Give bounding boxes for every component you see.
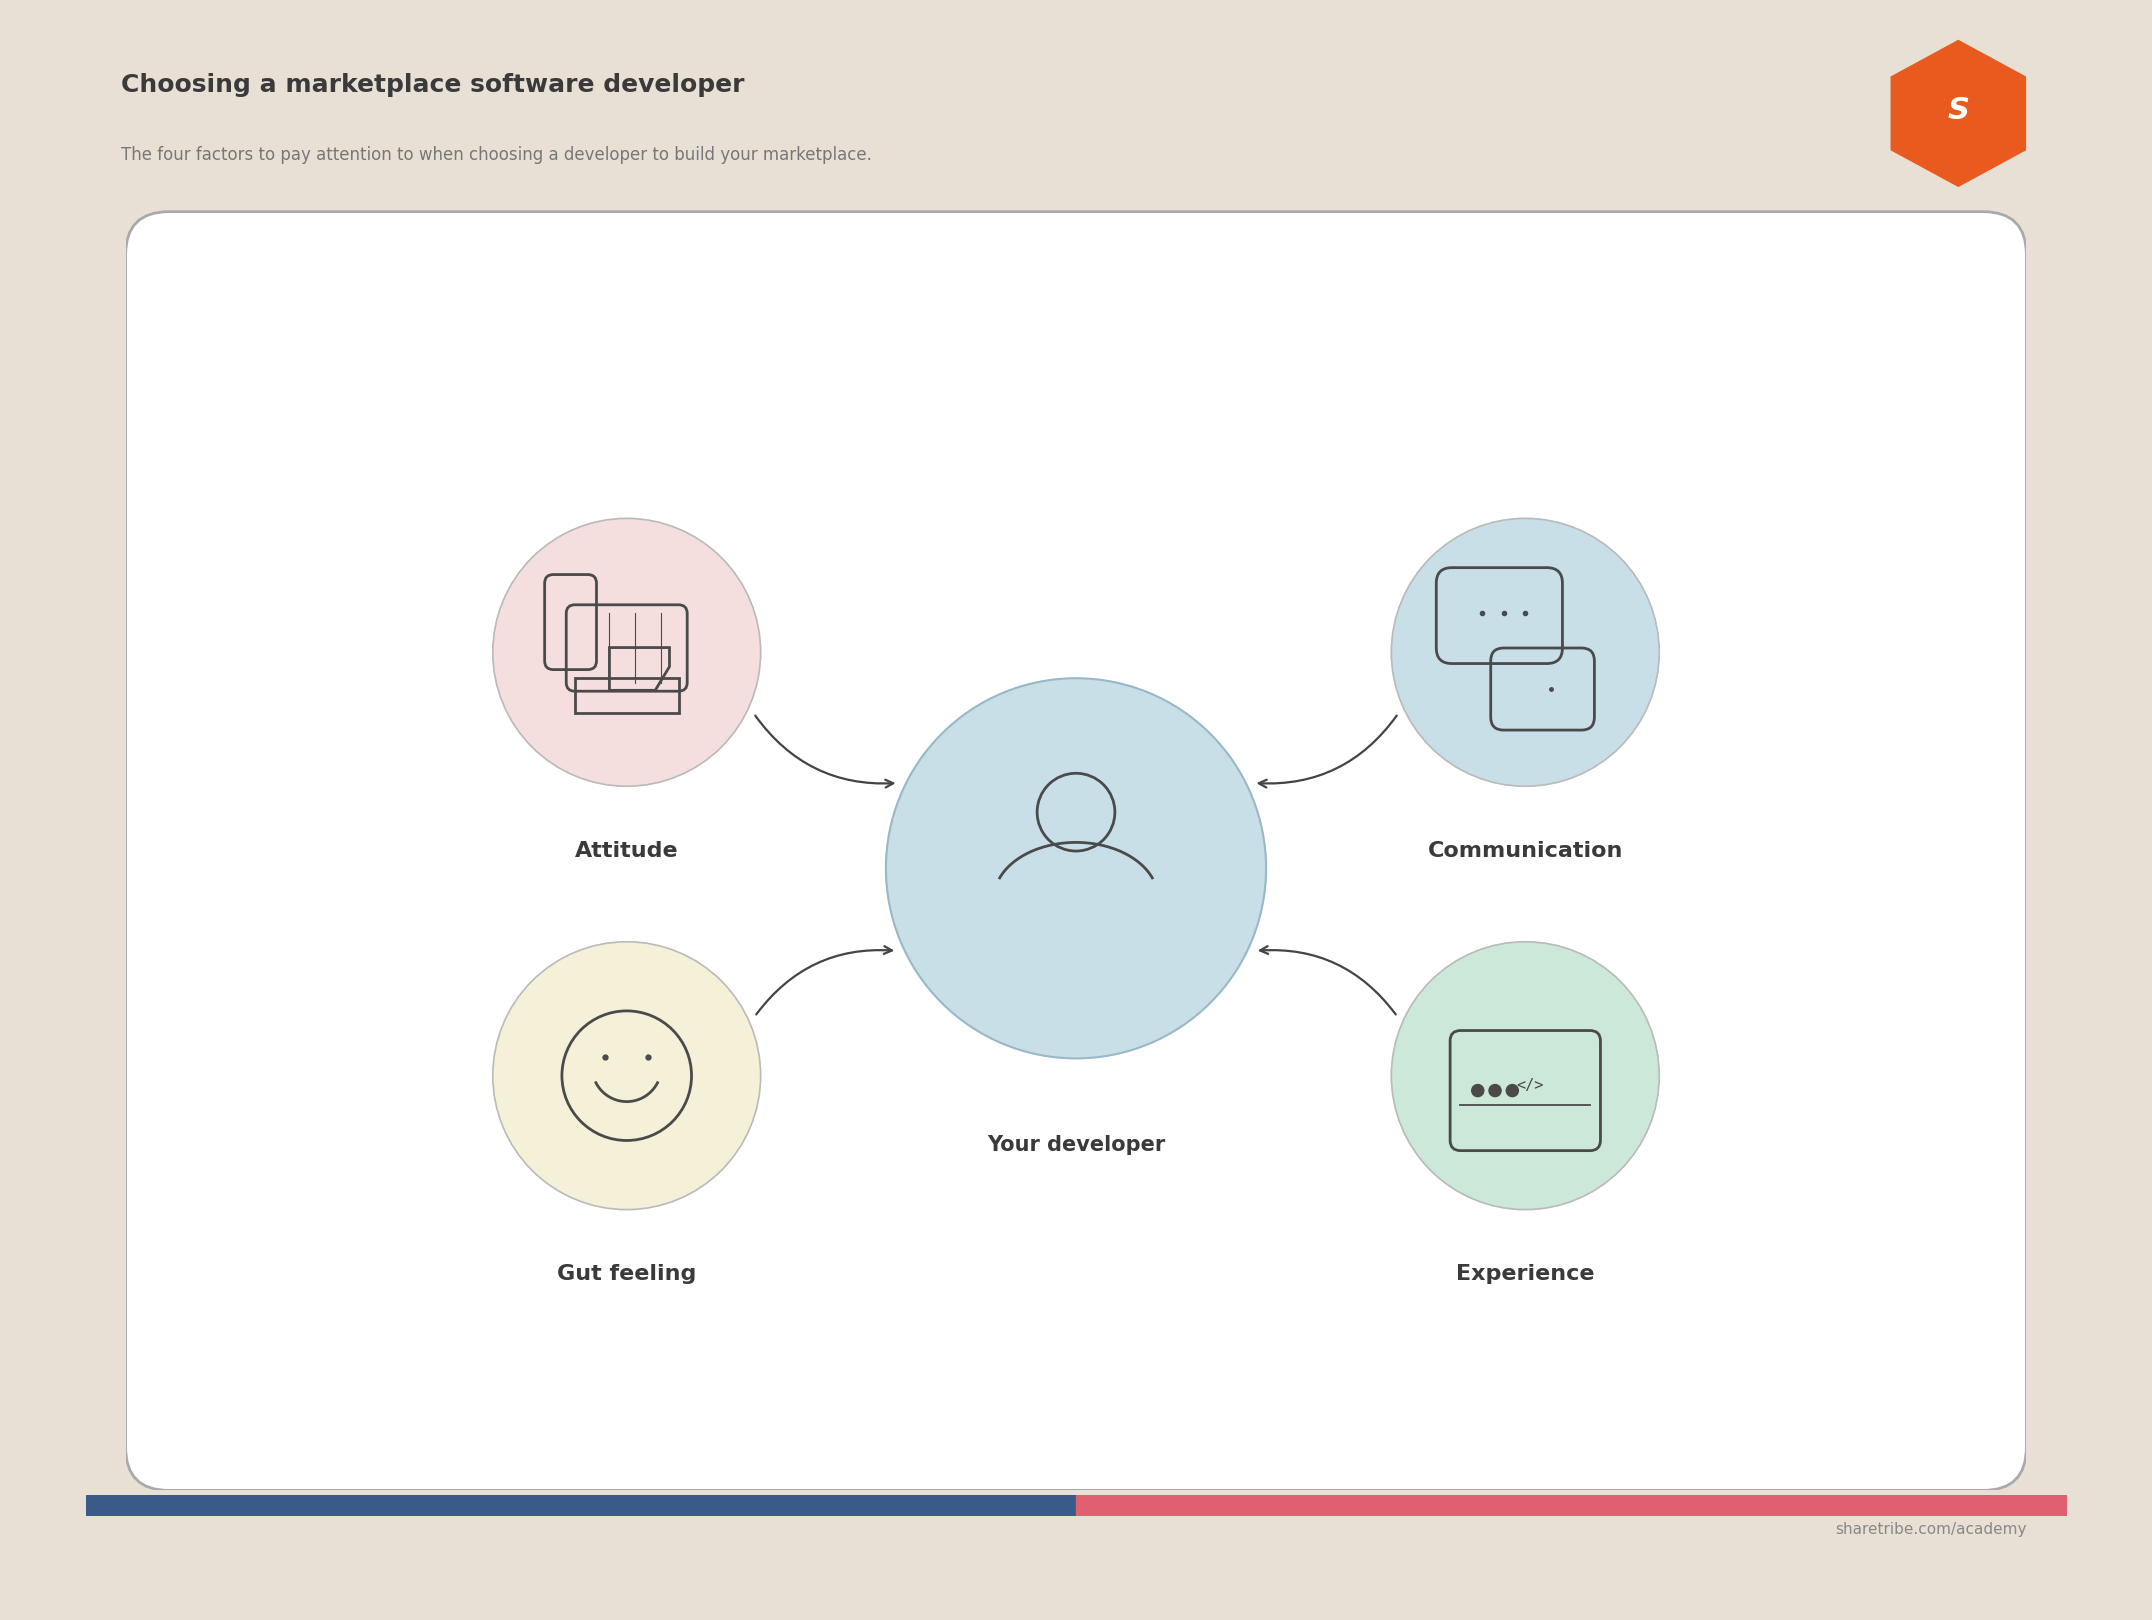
Circle shape bbox=[1472, 1084, 1485, 1097]
FancyArrowPatch shape bbox=[1259, 716, 1397, 787]
Circle shape bbox=[1392, 941, 1659, 1210]
Text: S: S bbox=[1948, 96, 1969, 125]
Circle shape bbox=[1489, 1084, 1502, 1097]
Polygon shape bbox=[1892, 40, 2025, 186]
FancyBboxPatch shape bbox=[125, 212, 2027, 1490]
Text: Gut feeling: Gut feeling bbox=[557, 1264, 697, 1285]
FancyArrowPatch shape bbox=[1261, 946, 1397, 1014]
Circle shape bbox=[493, 941, 760, 1210]
Text: Your developer: Your developer bbox=[988, 1134, 1164, 1155]
Circle shape bbox=[887, 679, 1265, 1058]
Ellipse shape bbox=[213, 1291, 385, 1430]
Text: </>: </> bbox=[1515, 1079, 1543, 1094]
Text: Communication: Communication bbox=[1427, 841, 1623, 862]
Ellipse shape bbox=[1810, 246, 2105, 488]
Circle shape bbox=[1506, 1084, 1519, 1097]
Text: Choosing a marketplace software developer: Choosing a marketplace software develope… bbox=[121, 73, 745, 97]
FancyArrowPatch shape bbox=[755, 716, 893, 787]
Text: Experience: Experience bbox=[1457, 1264, 1595, 1285]
Bar bbox=[575, 679, 678, 713]
Text: Attitude: Attitude bbox=[575, 841, 678, 862]
Text: sharetribe.com/academy: sharetribe.com/academy bbox=[1836, 1521, 2027, 1537]
FancyArrowPatch shape bbox=[755, 946, 891, 1014]
Circle shape bbox=[1392, 518, 1659, 786]
Text: The four factors to pay attention to when choosing a developer to build your mar: The four factors to pay attention to whe… bbox=[121, 146, 872, 164]
Circle shape bbox=[493, 518, 760, 786]
